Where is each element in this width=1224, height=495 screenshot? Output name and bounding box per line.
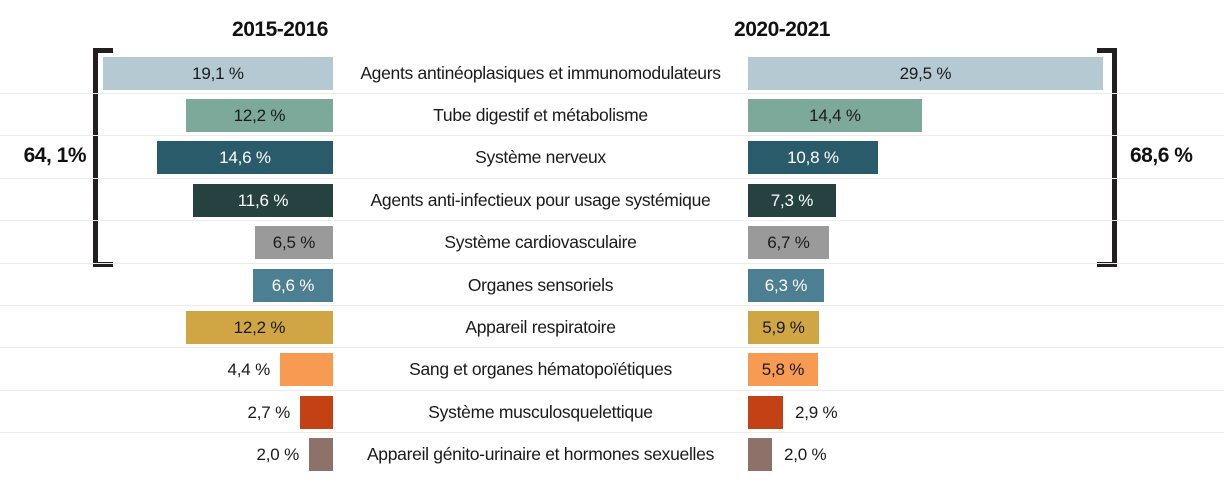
row-separator <box>0 92 1224 94</box>
bar-2020-2 <box>748 141 878 175</box>
bar-2020-6 <box>748 310 819 344</box>
row-separator <box>0 432 1224 434</box>
bar-2020-5 <box>748 268 824 302</box>
bracket-right-vertical <box>1112 48 1117 267</box>
value-label-2015-0: 19,1 % <box>192 63 244 83</box>
column-header-2020-2021: 2020-2021 <box>734 18 830 41</box>
value-label-2015-7: 4,4 % <box>227 360 271 380</box>
value-label-2020-5: 6,3 % <box>764 275 808 295</box>
category-label-0: Agents antinéoplasiques et immunomodulat… <box>360 62 721 83</box>
bar-2015-1 <box>186 98 333 132</box>
value-label-2020-1: 14,4 % <box>809 105 861 125</box>
column-header-2015-2016: 2015-2016 <box>232 18 328 41</box>
bracket-right-top-tick <box>1097 48 1117 53</box>
bar-2020-4 <box>748 226 829 260</box>
category-label-6: Appareil respiratoire <box>465 316 616 337</box>
bracket-left-vertical <box>93 48 98 267</box>
bar-2015-3 <box>193 183 333 217</box>
bar-2015-7 <box>280 353 333 387</box>
bar-2020-9 <box>748 438 772 472</box>
value-label-2020-9: 2,0 % <box>784 445 827 465</box>
value-label-2020-2: 10,8 % <box>787 148 839 168</box>
value-label-2020-0: 29,5 % <box>899 63 952 83</box>
category-label-1: Tube digestif et métabolisme <box>433 104 648 125</box>
row-separator <box>0 347 1224 349</box>
row-separator <box>0 304 1224 306</box>
bar-2015-5 <box>253 268 333 302</box>
bar-2020-3 <box>748 183 836 217</box>
bar-2015-8 <box>300 395 333 429</box>
bar-2015-6 <box>186 310 333 344</box>
category-label-8: Système musculosquelettique <box>428 401 653 422</box>
bar-2015-0 <box>103 56 333 90</box>
value-label-2020-7: 5,8 % <box>761 360 805 380</box>
value-label-2015-6: 12,2 % <box>233 317 286 337</box>
bracket-left-bottom-tick <box>93 262 113 267</box>
bar-2015-4 <box>255 226 333 260</box>
row-separator <box>0 262 1224 264</box>
bar-2020-7 <box>748 353 818 387</box>
bar-2015-2 <box>157 141 333 175</box>
category-label-5: Organes sensoriels <box>467 274 614 295</box>
bar-2020-8 <box>748 395 783 429</box>
bar-2015-9 <box>309 438 333 472</box>
value-label-2015-5: 6,6 % <box>271 275 315 295</box>
bracket-total-left: 64, 1% <box>23 144 87 167</box>
row-separator <box>0 389 1224 391</box>
bar-2020-0 <box>748 56 1103 90</box>
value-label-2015-4: 6,5 % <box>272 233 316 253</box>
value-label-2015-9: 2,0 % <box>256 445 300 465</box>
bar-2020-1 <box>748 98 922 132</box>
value-label-2015-2: 14,6 % <box>219 148 271 168</box>
bracket-total-right: 68,6 % <box>1130 144 1193 167</box>
bracket-left-top-tick <box>93 48 113 53</box>
row-separator <box>0 135 1224 137</box>
value-label-2015-8: 2,7 % <box>247 402 291 422</box>
row-separator <box>0 220 1224 222</box>
category-label-3: Agents anti-infectieux pour usage systém… <box>370 189 711 210</box>
category-label-9: Appareil génito-urinaire et hormones sex… <box>366 444 715 465</box>
row-separator <box>0 177 1224 179</box>
category-label-4: Système cardiovasculaire <box>444 232 637 253</box>
bracket-right-bottom-tick <box>1097 262 1117 267</box>
value-label-2020-8: 2,9 % <box>795 402 838 422</box>
category-label-7: Sang et organes hématopoïétiques <box>409 359 672 380</box>
value-label-2015-3: 11,6 % <box>237 190 289 210</box>
value-label-2015-1: 12,2 % <box>233 105 286 125</box>
category-label-2: Système nerveux <box>475 147 606 168</box>
value-label-2020-4: 6,7 % <box>767 233 810 253</box>
value-label-2020-6: 5,9 % <box>762 317 805 337</box>
value-label-2020-3: 7,3 % <box>770 190 814 210</box>
